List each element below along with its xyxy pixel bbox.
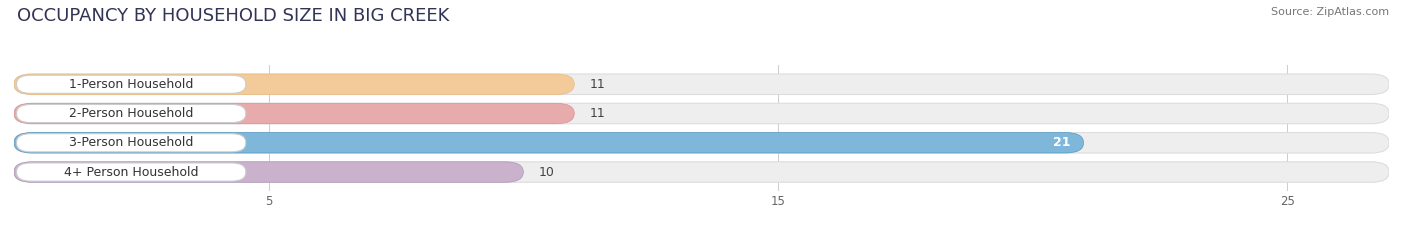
Text: 21: 21: [1053, 136, 1071, 149]
FancyBboxPatch shape: [17, 134, 246, 152]
Text: 2-Person Household: 2-Person Household: [69, 107, 194, 120]
Text: Source: ZipAtlas.com: Source: ZipAtlas.com: [1271, 7, 1389, 17]
FancyBboxPatch shape: [14, 133, 1084, 153]
FancyBboxPatch shape: [14, 162, 1389, 182]
Text: 11: 11: [589, 107, 606, 120]
Text: 3-Person Household: 3-Person Household: [69, 136, 194, 149]
FancyBboxPatch shape: [14, 103, 574, 124]
Text: OCCUPANCY BY HOUSEHOLD SIZE IN BIG CREEK: OCCUPANCY BY HOUSEHOLD SIZE IN BIG CREEK: [17, 7, 450, 25]
Text: 11: 11: [589, 78, 606, 91]
Text: 4+ Person Household: 4+ Person Household: [63, 165, 198, 178]
FancyBboxPatch shape: [17, 104, 246, 123]
Text: 10: 10: [538, 165, 554, 178]
FancyBboxPatch shape: [14, 103, 1389, 124]
FancyBboxPatch shape: [14, 74, 1389, 95]
FancyBboxPatch shape: [17, 75, 246, 93]
Text: 1-Person Household: 1-Person Household: [69, 78, 194, 91]
FancyBboxPatch shape: [17, 163, 246, 181]
FancyBboxPatch shape: [14, 133, 1389, 153]
FancyBboxPatch shape: [14, 162, 523, 182]
FancyBboxPatch shape: [14, 74, 574, 95]
